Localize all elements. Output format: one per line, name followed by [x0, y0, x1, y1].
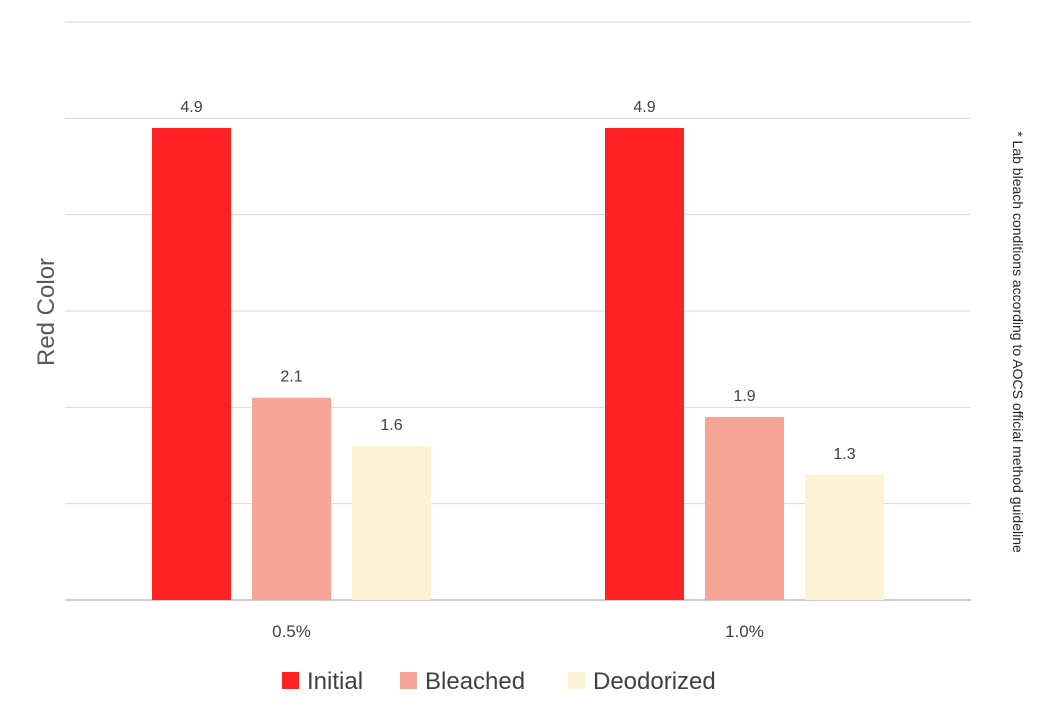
legend-label-bleached: Bleached	[425, 668, 525, 695]
bar-bleached-1	[252, 397, 331, 600]
x-tick-label: 1.0%	[725, 622, 764, 641]
bar-initial-2	[605, 127, 684, 600]
data-labels: 4.9 2.1 1.6 4.9 1.9 1.3	[180, 99, 855, 463]
bar-bleached-2	[705, 416, 784, 600]
data-label: 4.9	[180, 99, 202, 116]
x-tick-label: 0.5%	[272, 622, 311, 641]
data-label: 1.3	[833, 446, 855, 463]
legend-label-deodorized: Deodorized	[593, 668, 716, 695]
y-axis-label: Red Color	[33, 258, 60, 366]
footnote: * Lab bleach conditions according to AOC…	[1010, 131, 1026, 553]
legend: Initial Bleached Deodorized	[282, 668, 716, 695]
legend-label-initial: Initial	[307, 668, 363, 695]
data-label: 1.6	[380, 417, 402, 434]
data-label: 2.1	[280, 369, 302, 386]
bar-initial-1	[152, 127, 231, 600]
legend-swatch-bleached	[400, 672, 417, 689]
legend-swatch-deodorized	[568, 672, 585, 689]
x-tick-labels: 0.5% 1.0%	[272, 622, 764, 641]
legend-swatch-initial	[282, 672, 299, 689]
bars	[152, 127, 884, 600]
bar-deodorized-1	[352, 445, 431, 600]
data-label: 1.9	[733, 388, 755, 405]
data-label: 4.9	[633, 99, 655, 116]
bar-deodorized-2	[805, 474, 884, 600]
